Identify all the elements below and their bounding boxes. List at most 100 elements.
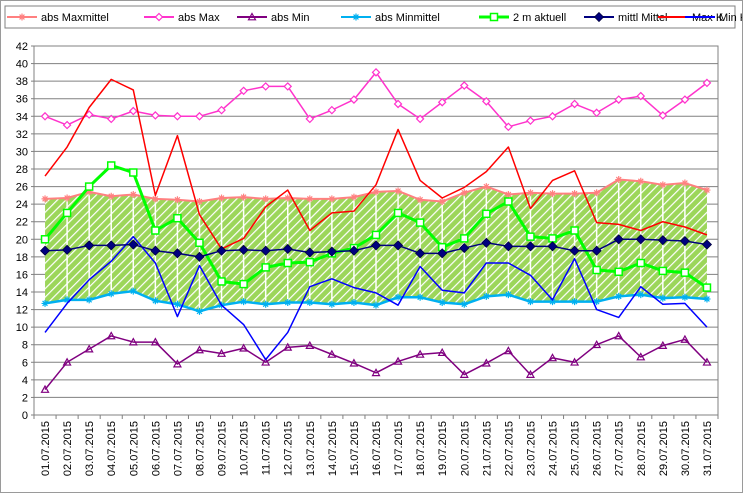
legend-marker-mittl-mittel [593, 11, 605, 23]
data-point-abs-max [393, 99, 403, 109]
x-tick-label: 10.07.2015 [239, 421, 251, 476]
data-point-abs-max [261, 82, 271, 91]
x-tick-label: 05.07.2015 [128, 421, 140, 476]
data-point-abs-minmittel [306, 299, 314, 307]
data-point-mittl-mittel [547, 241, 558, 252]
data-point-mittl-mittel [591, 245, 602, 256]
y-tick-label: 24 [16, 199, 28, 211]
data-point-abs-maxmittel [328, 195, 336, 203]
series-line-abs-min [44, 335, 708, 390]
y-tick-label: 10 [16, 322, 28, 334]
data-point-abs-min [636, 352, 646, 361]
data-point-abs-max [128, 106, 138, 116]
data-point-abs-min [40, 384, 50, 393]
y-tick-label: 8 [22, 340, 28, 352]
y-tick-label: 14 [16, 287, 28, 299]
data-point-abs-maxmittel [173, 196, 181, 204]
x-tick-label: 20.07.2015 [459, 421, 471, 476]
data-point-mittl-mittel [657, 235, 668, 246]
series-mittl-mittel [39, 234, 713, 262]
x-tick-label: 12.07.2015 [283, 421, 295, 476]
data-point-2-m-aktuell [570, 226, 579, 235]
data-point-abs-maxmittel [416, 196, 424, 204]
data-point-2-m-aktuell [151, 226, 160, 235]
data-point-2-m-aktuell [261, 263, 270, 272]
data-point-mittl-mittel [238, 244, 249, 255]
data-point-abs-max [437, 97, 447, 107]
data-point-abs-maxmittel [571, 190, 579, 198]
x-tick-label: 06.07.2015 [150, 421, 162, 476]
data-point-mittl-mittel [701, 239, 713, 250]
legend-label-min-k: Min K [719, 12, 742, 24]
legend-marker-abs-minmittel [352, 13, 360, 21]
data-point-abs-min [371, 368, 381, 377]
data-point-2-m-aktuell [460, 234, 469, 243]
data-point-2-m-aktuell [305, 257, 315, 267]
data-point-abs-max [526, 116, 535, 126]
data-point-abs-min [614, 331, 624, 340]
data-point-2-m-aktuell [239, 279, 248, 289]
data-point-2-m-aktuell [548, 234, 557, 243]
data-point-mittl-mittel [370, 240, 382, 251]
y-tick-label: 26 [16, 182, 28, 194]
data-point-mittl-mittel [326, 246, 337, 257]
data-point-mittl-mittel [481, 237, 492, 248]
data-point-abs-maxmittel [372, 188, 380, 196]
y-tick-label: 42 [16, 41, 28, 53]
data-point-abs-min [592, 339, 602, 349]
data-point-mittl-mittel [216, 245, 227, 256]
data-point-abs-maxmittel [482, 183, 490, 191]
x-tick-label: 17.07.2015 [393, 421, 405, 476]
x-tick-label: 13.07.2015 [305, 421, 317, 476]
data-point-abs-minmittel [416, 293, 424, 301]
legend-entry-min-k: Min K [685, 12, 743, 24]
data-point-abs-minmittel [173, 300, 181, 308]
x-tick-label: 29.07.2015 [658, 421, 670, 476]
x-tick-label: 21.07.2015 [481, 421, 493, 476]
data-point-abs-maxmittel [63, 194, 71, 202]
legend-label-mittl-mittel: mittl Mittel [618, 12, 668, 24]
data-point-abs-min [128, 337, 138, 346]
data-point-abs-minmittel [63, 296, 71, 304]
data-point-mittl-mittel [392, 240, 404, 251]
data-point-abs-maxmittel [262, 195, 270, 203]
x-tick-label: 02.07.2015 [62, 421, 74, 476]
data-point-abs-min [570, 357, 580, 366]
legend-label-2-m-aktuell: 2 m aktuell [513, 12, 566, 24]
data-point-abs-min [106, 331, 116, 340]
data-point-abs-max [481, 97, 491, 106]
data-point-abs-maxmittel [306, 195, 314, 203]
y-tick-label: 38 [16, 76, 28, 88]
data-point-abs-minmittel [482, 292, 490, 300]
data-point-abs-max [40, 111, 50, 121]
data-point-abs-max [173, 111, 182, 121]
x-tick-label: 15.07.2015 [349, 421, 361, 476]
y-tick-label: 34 [16, 111, 28, 123]
data-point-abs-maxmittel [41, 195, 49, 203]
data-point-abs-min [172, 359, 182, 368]
x-tick-label: 30.07.2015 [680, 421, 692, 476]
data-point-abs-minmittel [593, 298, 601, 306]
data-point-abs-min [217, 348, 227, 357]
data-point-abs-max [658, 111, 668, 120]
legend-entry-abs-min: abs Min [237, 12, 310, 24]
data-point-abs-max [62, 120, 72, 130]
legend-entry-abs-max: abs Max [144, 12, 220, 24]
data-point-abs-min [702, 357, 712, 366]
legend-marker-abs-maxmittel [18, 13, 26, 21]
data-point-mittl-mittel [348, 245, 360, 256]
x-tick-label: 25.07.2015 [570, 421, 582, 476]
data-point-abs-max [680, 95, 690, 104]
data-point-abs-minmittel [659, 294, 667, 302]
data-point-abs-maxmittel [659, 181, 667, 189]
y-tick-label: 22 [16, 217, 28, 229]
data-point-abs-maxmittel [593, 189, 601, 197]
data-point-abs-minmittel [637, 291, 645, 299]
data-point-2-m-aktuell [173, 213, 182, 223]
data-point-mittl-mittel [282, 243, 293, 255]
legend-marker-abs-max [154, 12, 164, 22]
x-tick-label: 16.07.2015 [371, 421, 383, 476]
data-point-abs-maxmittel [240, 193, 248, 201]
